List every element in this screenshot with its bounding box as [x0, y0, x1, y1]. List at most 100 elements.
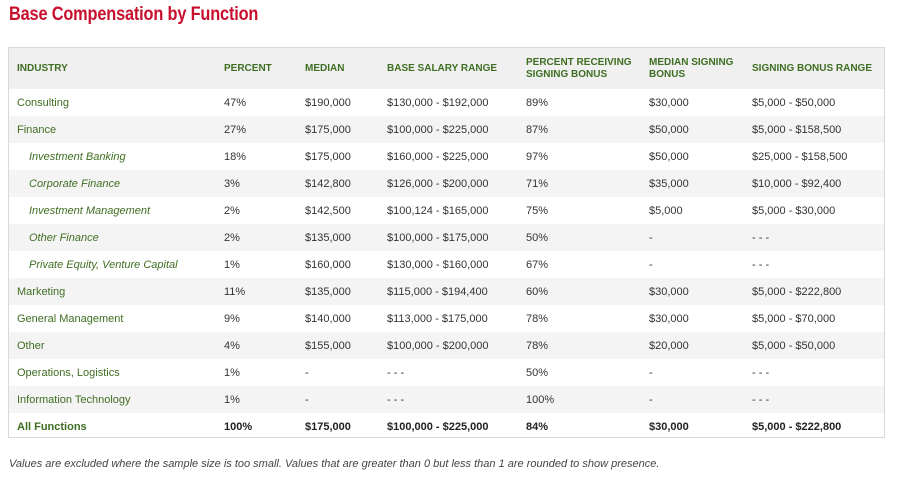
total-industry-cell: All Functions	[17, 420, 87, 433]
base-salary-range-cell: $100,000 - $200,000	[387, 339, 489, 352]
page-title: Base Compensation by Function	[9, 4, 259, 25]
table-row: Other Finance 2% $135,000 $100,000 - $175,0…	[9, 224, 884, 251]
percent-cell: 3%	[224, 177, 240, 190]
base-salary-range-cell: $115,000 - $194,400	[387, 285, 488, 298]
table-row: Investment Management 2% $142,500 $100,124 …	[9, 197, 884, 224]
column-header-industry: INDUSTRY	[17, 62, 68, 74]
percent-bonus-cell: 67%	[526, 258, 549, 271]
percent-cell: 47%	[224, 96, 247, 109]
base-salary-range-cell: $126,000 - $200,000	[387, 177, 489, 190]
median-bonus-cell: -	[649, 366, 653, 379]
table-row: Information Technology 1% - - - - 100% - - - -	[9, 386, 884, 413]
bonus-range-cell: - - -	[752, 366, 770, 379]
industry-cell: Private Equity, Venture Capital	[29, 258, 178, 271]
total-bonus-range-cell: $5,000 - $222,800	[752, 420, 842, 433]
median-cell: -	[305, 393, 309, 406]
percent-cell: 11%	[224, 285, 246, 298]
median-cell: $190,000	[305, 96, 351, 109]
total-percent-cell: 100%	[224, 420, 253, 433]
median-cell: $142,800	[305, 177, 351, 190]
base-salary-range-cell: $100,124 - $165,000	[387, 204, 489, 217]
median-bonus-cell: $20,000	[649, 339, 689, 352]
base-salary-range-cell: - - -	[387, 366, 405, 379]
bonus-range-cell: $5,000 - $30,000	[752, 204, 836, 217]
median-bonus-cell: $30,000	[649, 285, 689, 298]
percent-bonus-cell: 100%	[526, 393, 555, 406]
median-bonus-cell: $50,000	[649, 150, 689, 163]
table-row: Other 4% $155,000 $100,000 - $200,000 78% $20…	[9, 332, 884, 359]
industry-cell: Finance	[17, 123, 57, 136]
bonus-range-cell: $5,000 - $222,800	[752, 285, 842, 298]
base-salary-range-cell: $113,000 - $175,000	[387, 312, 488, 325]
column-header-signing-bonus-range: SIGNING BONUS RANGE	[752, 62, 873, 74]
industry-cell: Corporate Finance	[29, 177, 121, 190]
median-bonus-cell: -	[649, 231, 653, 244]
industry-cell: Other	[17, 339, 45, 352]
percent-bonus-cell: 89%	[526, 96, 549, 109]
median-bonus-cell: $30,000	[649, 96, 689, 109]
percent-bonus-cell: 78%	[526, 339, 549, 352]
total-base-salary-range-cell: $100,000 - $225,000	[387, 420, 489, 433]
table-header-row: INDUSTRY PERCENT MEDIAN BASE SALARY RANG…	[9, 48, 884, 89]
base-salary-range-cell: $100,000 - $225,000	[387, 123, 489, 136]
table-row: Consulting 47% $190,000 $130,000 - $192,000…	[9, 89, 884, 116]
percent-cell: 2%	[224, 204, 240, 217]
bonus-range-cell: $5,000 - $50,000	[752, 96, 836, 109]
percent-cell: 4%	[224, 339, 240, 352]
column-header-median: MEDIAN	[305, 62, 345, 74]
base-salary-range-cell: $160,000 - $225,000	[387, 150, 489, 163]
median-cell: $160,000	[305, 258, 351, 271]
industry-cell: Marketing	[17, 285, 66, 298]
base-salary-range-cell: - - -	[387, 393, 405, 406]
percent-bonus-cell: 71%	[526, 177, 549, 190]
total-median-cell: $175,000	[305, 420, 351, 433]
industry-cell: General Management	[17, 312, 124, 325]
percent-bonus-cell: 97%	[526, 150, 549, 163]
median-cell: $140,000	[305, 312, 351, 325]
percent-bonus-cell: 50%	[526, 366, 549, 379]
bonus-range-cell: - - -	[752, 231, 770, 244]
industry-cell: Investment Banking	[29, 150, 126, 163]
table-row: Finance 27% $175,000 $100,000 - $225,000 87%…	[9, 116, 884, 143]
table-row: Investment Banking 18% $175,000 $160,000 - …	[9, 143, 884, 170]
median-bonus-cell: $30,000	[649, 312, 689, 325]
median-cell: $142,500	[305, 204, 351, 217]
bonus-range-cell: $25,000 - $158,500	[752, 150, 848, 163]
percent-bonus-cell: 50%	[526, 231, 549, 244]
percent-bonus-cell: 75%	[526, 204, 549, 217]
bonus-range-cell: $5,000 - $50,000	[752, 339, 836, 352]
bonus-range-cell: $10,000 - $92,400	[752, 177, 842, 190]
footnote: Values are excluded where the sample siz…	[9, 458, 660, 470]
median-bonus-cell: $35,000	[649, 177, 689, 190]
percent-cell: 1%	[224, 366, 240, 379]
table-row: General Management 9% $140,000 $113,000 - $…	[9, 305, 884, 332]
compensation-table: INDUSTRY PERCENT MEDIAN BASE SALARY RANG…	[8, 47, 885, 438]
percent-cell: 2%	[224, 231, 240, 244]
percent-bonus-cell: 60%	[526, 285, 549, 298]
percent-cell: 1%	[224, 393, 240, 406]
base-salary-range-cell: $130,000 - $192,000	[387, 96, 489, 109]
median-cell: $175,000	[305, 150, 351, 163]
table-row: Private Equity, Venture Capital 1% $160,00…	[9, 251, 884, 278]
industry-cell: Investment Management	[29, 204, 151, 217]
column-header-percent: PERCENT	[224, 62, 272, 74]
total-row: All Functions 100% $175,000 $100,000 - $225…	[9, 413, 884, 440]
total-median-bonus-cell: $30,000	[649, 420, 689, 433]
base-salary-range-cell: $100,000 - $175,000	[387, 231, 489, 244]
column-header-percent-receiving-signing-bonus: PERCENT RECEIVING SIGNING BONUS	[526, 56, 632, 80]
bonus-range-cell: - - -	[752, 393, 770, 406]
industry-cell: Information Technology	[17, 393, 131, 406]
column-header-base-salary-range: BASE SALARY RANGE	[387, 62, 498, 74]
median-bonus-cell: -	[649, 258, 653, 271]
total-percent-bonus-cell: 84%	[526, 420, 549, 433]
table-row: Operations, Logistics 1% - - - - 50% - - - -	[9, 359, 884, 386]
median-bonus-cell: $5,000	[649, 204, 683, 217]
industry-cell: Operations, Logistics	[17, 366, 120, 379]
median-bonus-cell: -	[649, 393, 653, 406]
table-row: Corporate Finance 3% $142,800 $126,000 - $2…	[9, 170, 884, 197]
industry-cell: Consulting	[17, 96, 69, 109]
table-row: Marketing 11% $135,000 $115,000 - $194,400 6…	[9, 278, 884, 305]
bonus-range-cell: $5,000 - $158,500	[752, 123, 842, 136]
median-cell: -	[305, 366, 309, 379]
percent-bonus-cell: 78%	[526, 312, 549, 325]
